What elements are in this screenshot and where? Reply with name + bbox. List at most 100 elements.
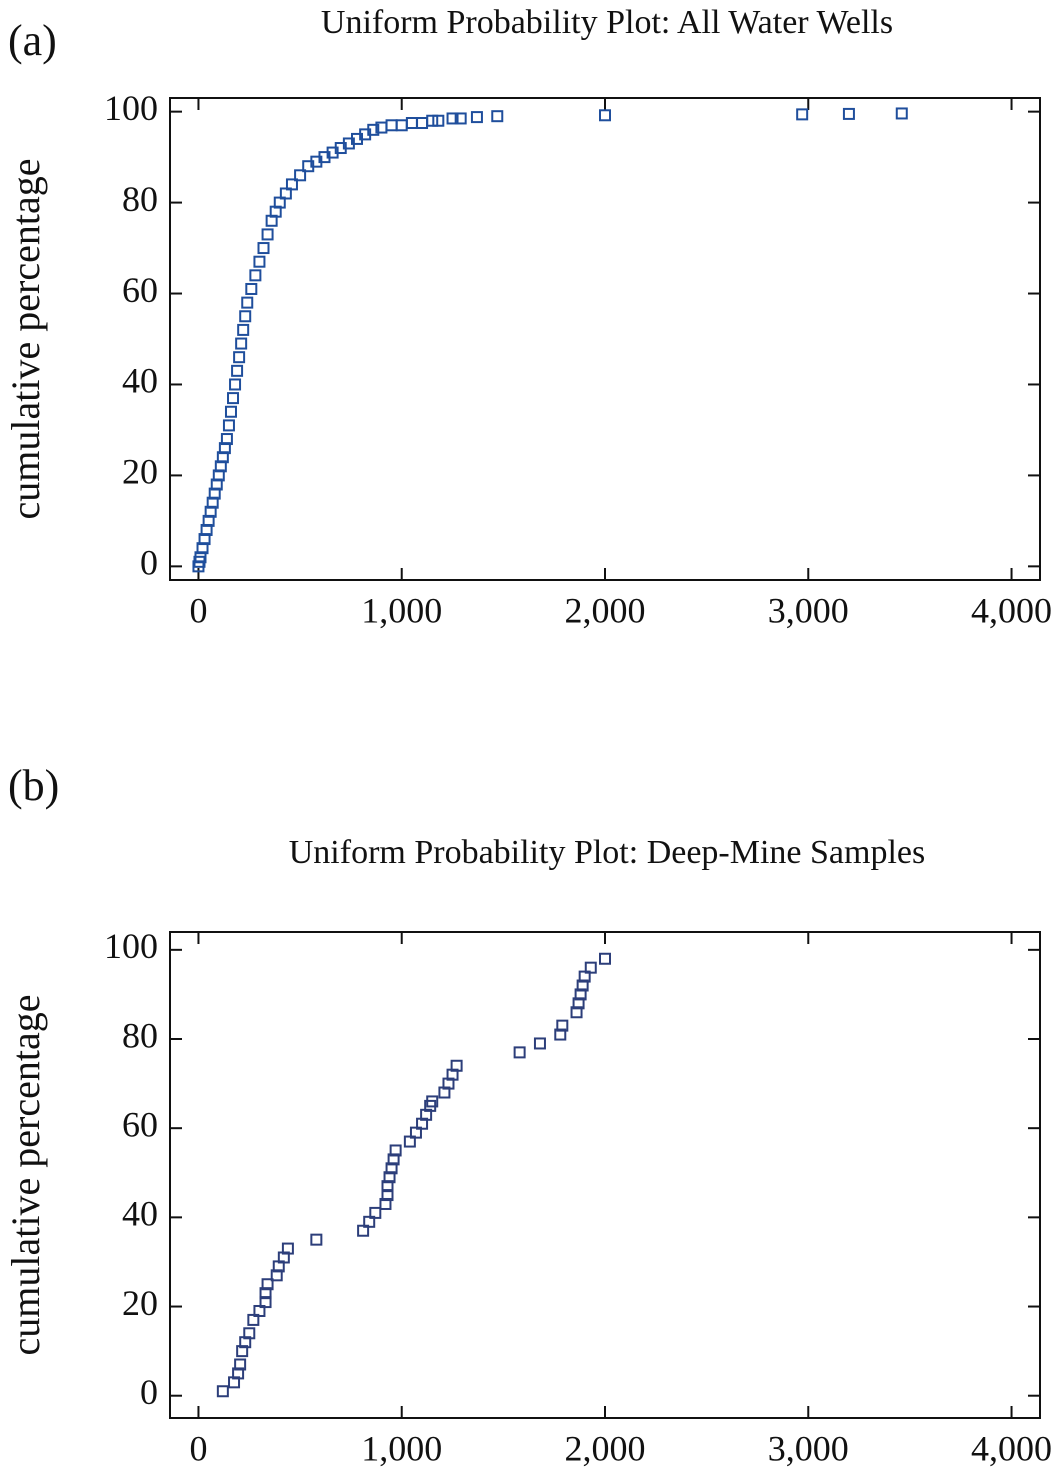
marker [426, 1095, 439, 1108]
marker [233, 351, 246, 364]
marker [381, 1180, 394, 1193]
marker [491, 110, 504, 123]
panel-label: (b) [8, 761, 59, 810]
marker [367, 123, 380, 136]
marker [243, 1327, 256, 1340]
marker [574, 988, 587, 1001]
marker [405, 117, 418, 130]
x-tick-label: 0 [189, 590, 207, 630]
marker [224, 405, 237, 418]
y-axis-label: cumulative percentage [3, 159, 48, 520]
x-tick-label: 1,000 [361, 590, 442, 630]
marker [379, 1197, 392, 1210]
marker [270, 1269, 283, 1282]
marker [454, 112, 467, 125]
marker [294, 169, 307, 182]
y-tick-label: 20 [122, 1283, 158, 1323]
marker [232, 1367, 245, 1380]
x-tick-label: 3,000 [768, 590, 849, 630]
x-tick-label: 4,000 [971, 1428, 1052, 1468]
marker [389, 1144, 402, 1157]
marker [842, 107, 855, 120]
marker [446, 112, 459, 125]
marker [227, 392, 240, 405]
marker [253, 1304, 266, 1317]
chart-title: Uniform Probability Plot: All Water Well… [321, 4, 893, 41]
marker [599, 952, 611, 965]
x-tick-label: 4,000 [971, 590, 1052, 630]
marker [281, 1242, 294, 1255]
marker [385, 1162, 398, 1175]
marker [237, 323, 250, 336]
marker [249, 269, 262, 282]
marker [363, 1215, 376, 1228]
marker [253, 255, 266, 268]
marker [470, 111, 483, 124]
marker [432, 114, 445, 127]
chart-title: Uniform Probability Plot: Deep-Mine Samp… [289, 834, 926, 871]
marker [554, 1028, 567, 1041]
x-tick-label: 2,000 [565, 590, 646, 630]
marker [395, 119, 408, 132]
marker [245, 282, 258, 295]
marker [247, 1313, 260, 1326]
marker [576, 979, 589, 992]
y-tick-label: 60 [122, 270, 158, 310]
y-tick-label: 40 [122, 361, 158, 401]
panel-label: (a) [8, 16, 57, 65]
marker [310, 1233, 323, 1246]
marker [450, 1059, 463, 1072]
marker [259, 1296, 272, 1309]
marker [229, 378, 242, 391]
marker [426, 114, 439, 127]
marker [383, 1171, 396, 1184]
y-tick-label: 0 [140, 1372, 158, 1412]
marker [357, 1224, 370, 1237]
marker [231, 364, 244, 377]
y-tick-label: 60 [122, 1104, 158, 1144]
marker [403, 1135, 416, 1148]
marker [261, 1278, 274, 1291]
marker [416, 117, 429, 130]
marker [273, 196, 286, 209]
y-tick-label: 80 [122, 179, 158, 219]
marker [895, 107, 908, 120]
marker [381, 1189, 394, 1202]
marker [369, 1206, 382, 1219]
y-axis-label: cumulative percentage [3, 995, 48, 1356]
x-tick-label: 2,000 [565, 1428, 646, 1468]
marker [239, 310, 252, 323]
marker [578, 970, 591, 983]
y-tick-label: 20 [122, 452, 158, 492]
marker [385, 119, 398, 132]
marker [796, 108, 809, 121]
marker [387, 1153, 400, 1166]
marker [220, 433, 233, 446]
marker [584, 961, 597, 974]
x-tick-label: 3,000 [768, 1428, 849, 1468]
marker [257, 242, 270, 255]
marker [570, 1006, 583, 1019]
y-tick-label: 100 [104, 88, 158, 128]
marker [234, 1358, 247, 1371]
marker [556, 1019, 569, 1032]
marker [279, 187, 292, 200]
y-tick-label: 100 [104, 926, 158, 966]
marker [409, 1126, 422, 1139]
plot-frame [169, 931, 1041, 1419]
marker [533, 1037, 546, 1050]
marker [261, 228, 274, 241]
marker [572, 997, 585, 1010]
y-tick-label: 40 [122, 1194, 158, 1234]
y-tick-label: 80 [122, 1015, 158, 1055]
marker [513, 1046, 526, 1059]
marker [599, 109, 611, 122]
x-tick-label: 0 [189, 1428, 207, 1468]
marker [216, 1385, 229, 1398]
marker [222, 419, 235, 432]
marker [285, 178, 298, 191]
marker [259, 1287, 272, 1300]
y-tick-label: 0 [140, 543, 158, 583]
marker [235, 337, 248, 350]
